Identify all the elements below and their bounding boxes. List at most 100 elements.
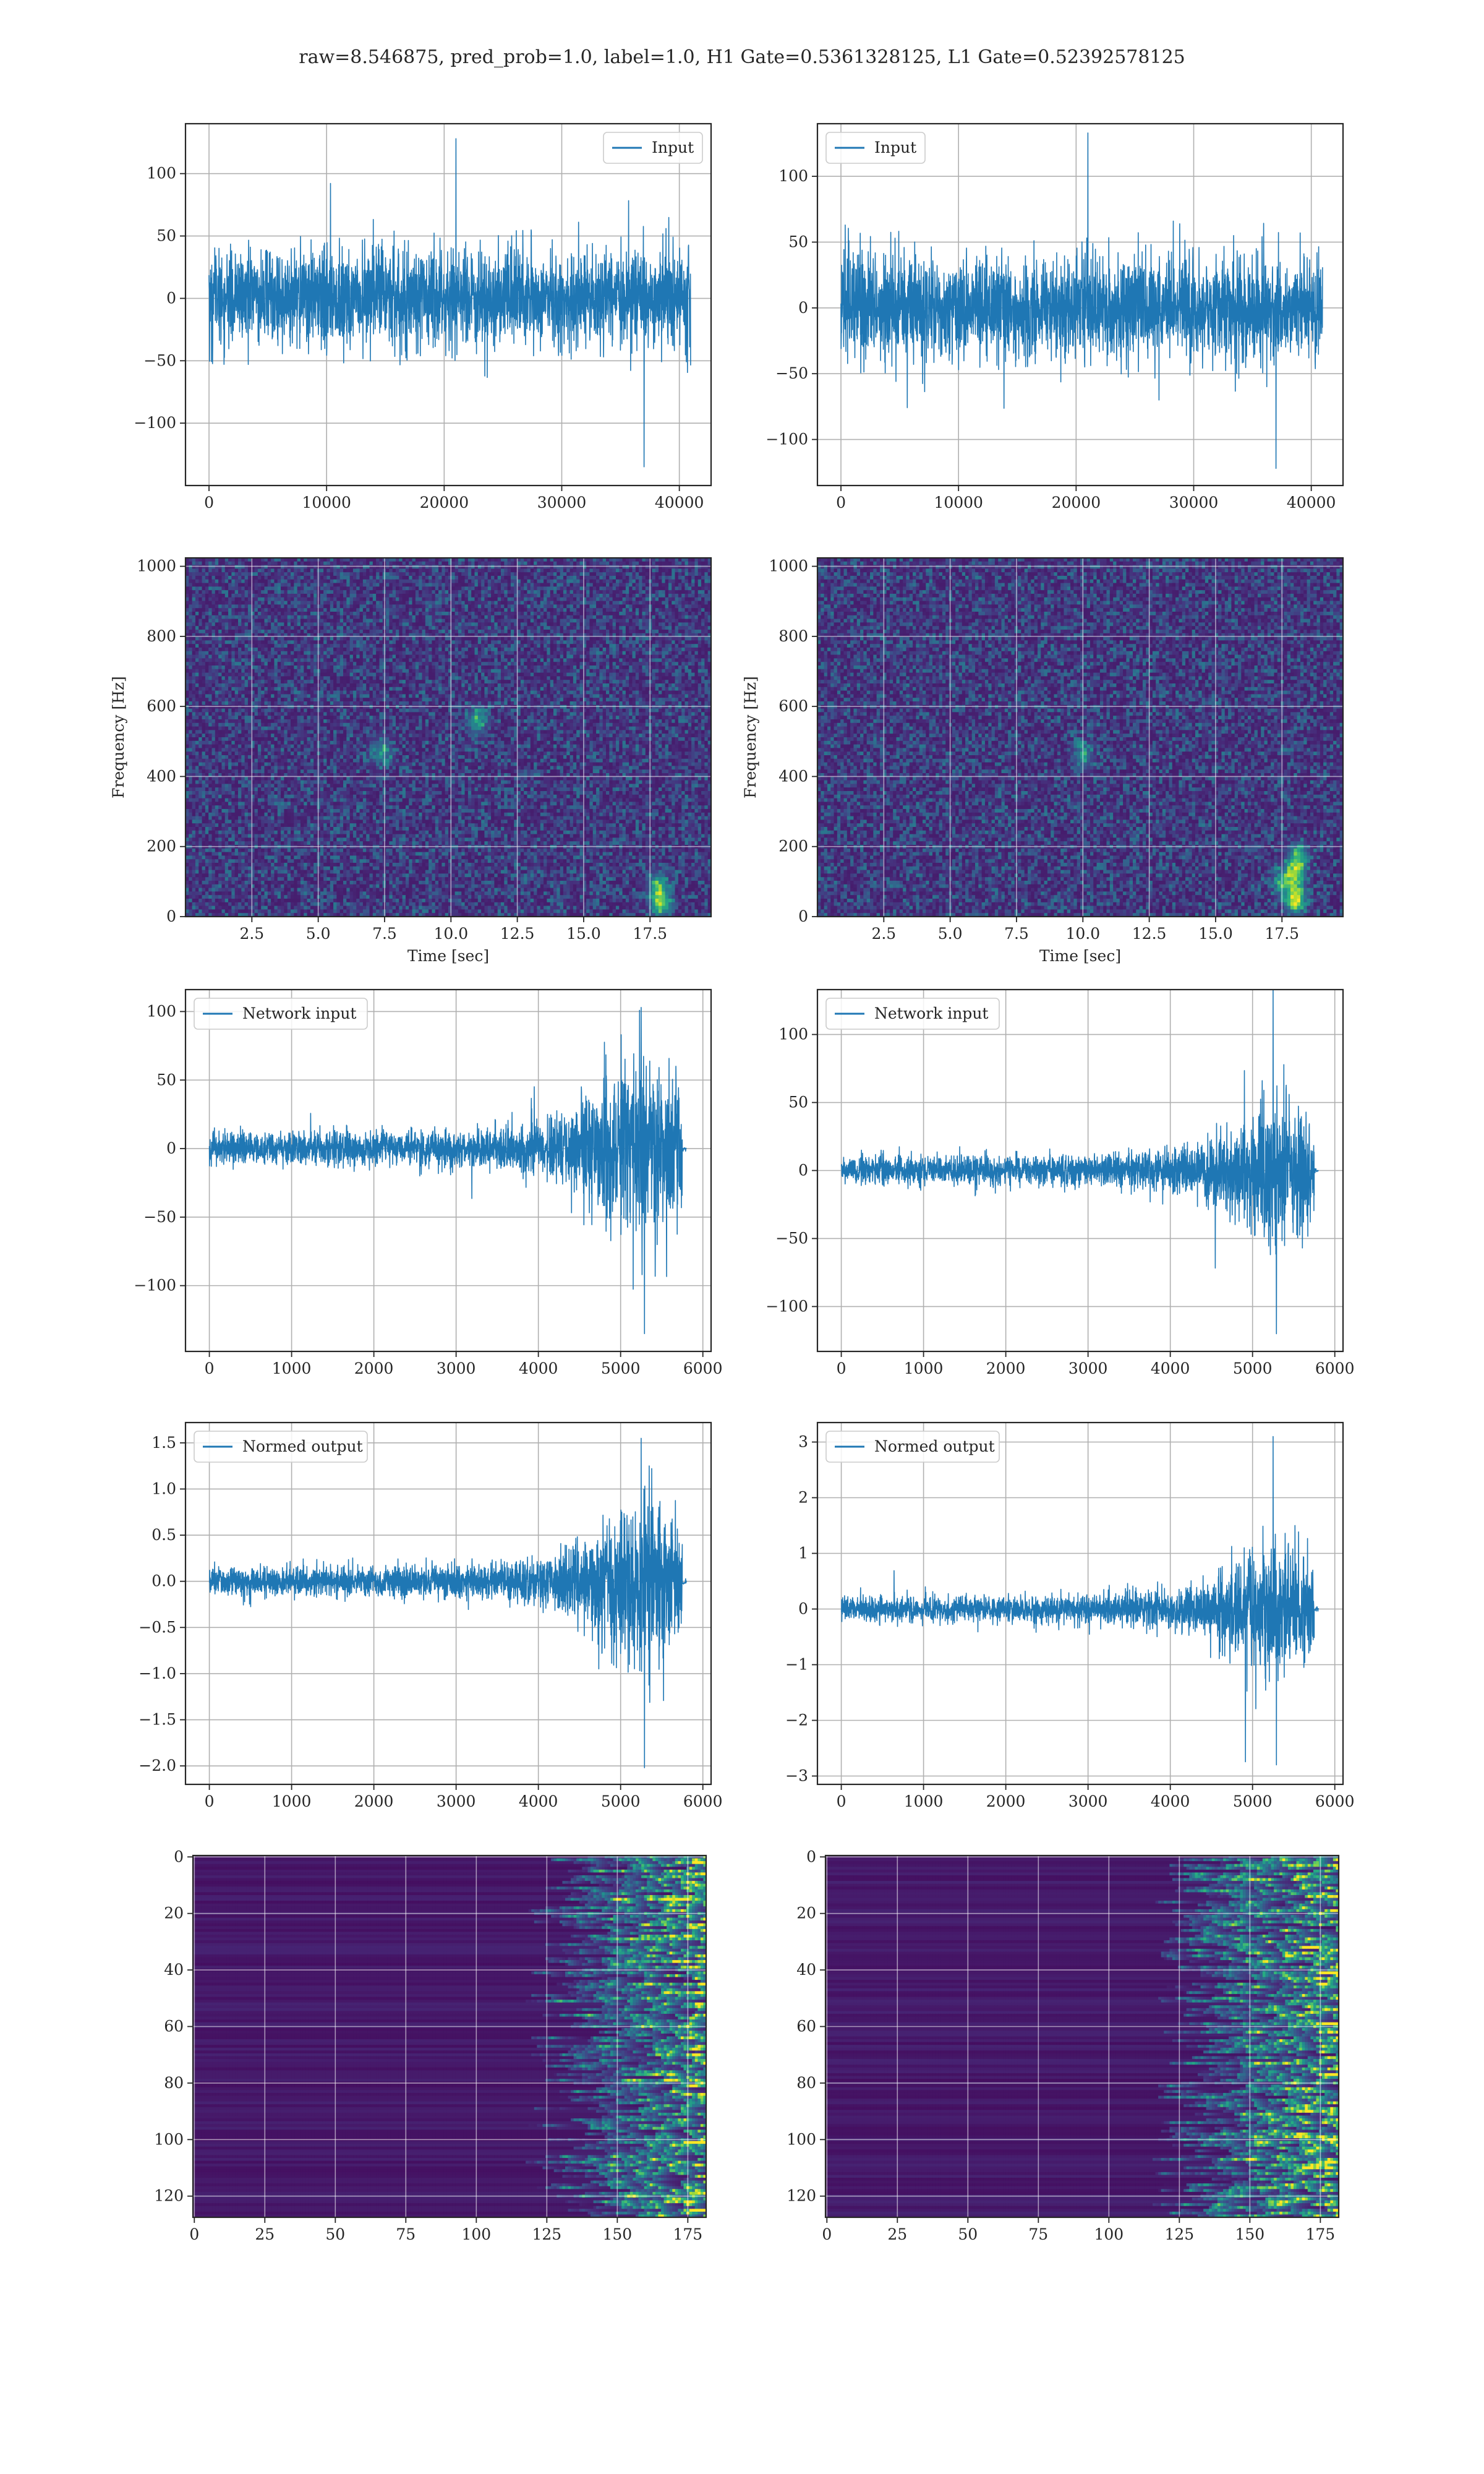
heatmap-cell [189, 565, 192, 569]
heatmap-cell [202, 565, 206, 569]
y-tick-label: 50 [788, 233, 808, 250]
heatmap-cell [307, 580, 311, 583]
heatmap-cell [346, 580, 350, 583]
heatmap-cell [511, 576, 514, 580]
heatmap-cell [451, 568, 455, 572]
heatmap-cell [301, 568, 304, 572]
heatmap-cell [518, 580, 521, 583]
heatmap-cell [441, 572, 445, 576]
heatmap-cell [665, 583, 669, 587]
heatmap-cell [261, 580, 265, 583]
heatmap-cell [498, 562, 501, 565]
heatmap-cell [642, 568, 646, 572]
heatmap-cell [307, 568, 311, 572]
heatmap-cell [294, 576, 297, 580]
heatmap-cell [481, 572, 485, 576]
heatmap-cell [659, 562, 662, 565]
heatmap-cell [498, 576, 501, 580]
heatmap-cell [478, 568, 482, 572]
heatmap-cell [681, 576, 685, 580]
heatmap-cell [425, 568, 429, 572]
heatmap-cell [288, 576, 291, 580]
heatmap-cell [406, 586, 409, 590]
heatmap-cell [511, 583, 514, 587]
y-tick-label: −100 [765, 430, 808, 448]
heatmap-cell [675, 568, 679, 572]
heatmap-cell [455, 568, 459, 572]
heatmap-cell [636, 572, 639, 576]
heatmap-cell [406, 562, 409, 565]
heatmap-cell [504, 583, 508, 587]
heatmap-cell [268, 586, 271, 590]
heatmap-cell [445, 572, 449, 576]
heatmap-cell [655, 583, 659, 587]
heatmap-cell [504, 576, 508, 580]
heatmap-cell [396, 580, 399, 583]
heatmap-cell [310, 583, 314, 587]
heatmap-cell [403, 565, 406, 569]
heatmap-cell [488, 568, 492, 572]
heatmap-cell [432, 562, 435, 565]
heatmap-cell [488, 576, 492, 580]
heatmap-cell [336, 565, 340, 569]
heatmap-cell [668, 576, 672, 580]
heatmap-cell [540, 583, 544, 587]
heatmap-cell [488, 572, 492, 576]
heatmap-cell [356, 562, 360, 565]
heatmap-cell [685, 576, 689, 580]
heatmap-cell [461, 583, 465, 587]
heatmap-cell [488, 565, 492, 569]
heatmap-cell [195, 565, 199, 569]
heatmap-cell [586, 576, 590, 580]
heatmap-cell [307, 565, 311, 569]
heatmap-cell [685, 562, 689, 565]
heatmap-cell [376, 576, 380, 580]
heatmap-cell [524, 580, 527, 583]
heatmap-cell [373, 580, 377, 583]
heatmap-cell [599, 568, 603, 572]
heatmap-cell [576, 572, 580, 576]
heatmap-cell [386, 562, 390, 565]
heatmap-cell [465, 576, 469, 580]
heatmap-cell [195, 586, 199, 590]
heatmap-cell [668, 580, 672, 583]
heatmap-cell [531, 562, 534, 565]
heatmap-cell [553, 562, 557, 565]
heatmap-cell [356, 568, 360, 572]
heatmap-cell [189, 568, 192, 572]
heatmap-cell [268, 572, 271, 576]
heatmap-cell [284, 580, 288, 583]
heatmap-cell [294, 568, 297, 572]
heatmap-cell [432, 580, 435, 583]
heatmap-cell [274, 572, 278, 576]
heatmap-cell [343, 580, 347, 583]
heatmap-cell [212, 568, 216, 572]
heatmap-cell [629, 562, 633, 565]
heatmap-cell [494, 568, 498, 572]
heatmap-cell [228, 562, 232, 565]
heatmap-cell [403, 562, 406, 565]
heatmap-cell [235, 572, 239, 576]
heatmap-cell [330, 586, 334, 590]
heatmap-cell [678, 572, 682, 576]
heatmap-cell [596, 565, 600, 569]
heatmap-cell [484, 572, 488, 576]
heatmap-cell [363, 586, 367, 590]
heatmap-cell [691, 580, 695, 583]
heatmap-cell [235, 583, 239, 587]
heatmap-cell [504, 562, 508, 565]
heatmap-cell [248, 562, 252, 565]
heatmap-cell [573, 568, 577, 572]
heatmap-cell [343, 583, 347, 587]
heatmap-cell [544, 583, 547, 587]
heatmap-cell [531, 572, 534, 576]
heatmap-cell [435, 572, 439, 576]
heatmap-cell [330, 576, 334, 580]
heatmap-cell [274, 565, 278, 569]
heatmap-cell [527, 572, 531, 576]
heatmap-cell [704, 572, 708, 576]
heatmap-cell [550, 568, 554, 572]
heatmap-cell [353, 568, 357, 572]
heatmap-cell [313, 576, 317, 580]
